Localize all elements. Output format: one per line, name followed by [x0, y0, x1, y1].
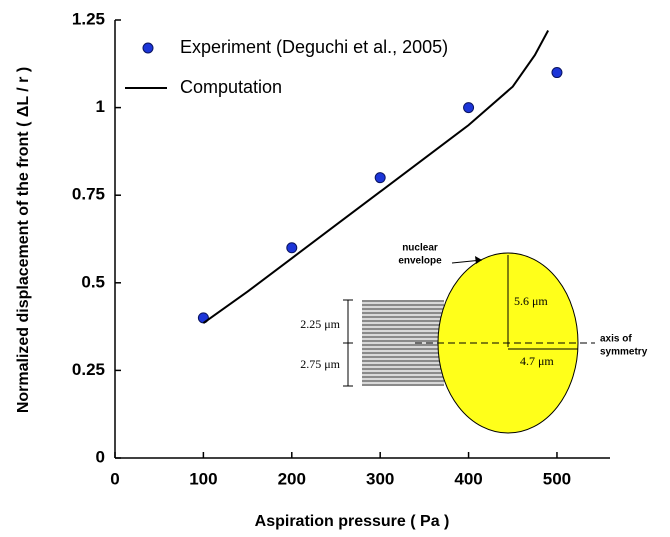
- x-tick-label: 100: [189, 469, 217, 488]
- annotation: symmetry: [600, 347, 648, 358]
- y-tick-label: 0.75: [72, 185, 105, 204]
- x-tick-label: 400: [454, 469, 482, 488]
- data-point: [551, 67, 563, 79]
- y-tick-label: 1.25: [72, 9, 105, 28]
- x-axis-label: Aspiration pressure ( Pa ): [255, 513, 450, 530]
- annotation: 4.7 μm: [520, 354, 554, 368]
- data-point: [286, 242, 298, 254]
- legend-label: Computation: [180, 77, 282, 97]
- annotation: 2.75 μm: [300, 357, 340, 371]
- legend-label: Experiment (Deguchi et al., 2005): [180, 37, 448, 57]
- x-tick-label: 0: [110, 469, 119, 488]
- inset-diagram: nuclear envelope 5.6 μm 4.7 μm 2.25 μm 2…: [300, 243, 648, 434]
- data-point: [463, 102, 475, 114]
- y-axis-label: Normalized displacement of the front ( Δ…: [15, 67, 32, 413]
- annotation: 5.6 μm: [514, 294, 548, 308]
- y-tick-label: 0.5: [81, 272, 105, 291]
- data-point: [374, 172, 386, 184]
- y-tick-label: 0: [96, 447, 105, 466]
- annotation: nuclear: [402, 243, 438, 254]
- line: [202, 30, 550, 324]
- y-tick-label: 1: [96, 97, 105, 116]
- legend-marker: [142, 42, 154, 54]
- y-tick-label: 0.25: [72, 360, 105, 379]
- x-tick-label: 500: [543, 469, 571, 488]
- pointer-head: [475, 256, 482, 264]
- x-tick-label: 300: [366, 469, 394, 488]
- annotation: 2.25 μm: [300, 317, 340, 331]
- x-tick-label: 200: [278, 469, 306, 488]
- annotation: envelope: [398, 256, 442, 267]
- annotation: axis of: [600, 334, 632, 345]
